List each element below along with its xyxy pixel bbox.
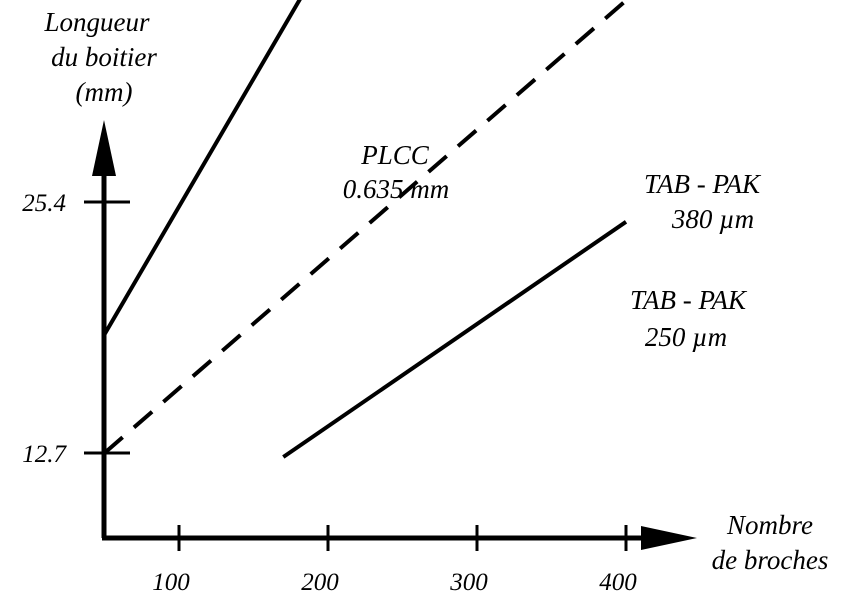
y-tick-label: 25.4 bbox=[22, 190, 66, 217]
series-line-2 bbox=[282, 220, 628, 459]
y-axis-title-line1: Longueur bbox=[43, 7, 150, 37]
x-ticks: 100 200 300 400 bbox=[152, 525, 637, 596]
series-line-0 bbox=[102, 0, 302, 336]
y-axis-title-line2: du boitier bbox=[51, 42, 157, 72]
x-tick-label: 400 bbox=[599, 569, 637, 596]
series-label-tab250-line2: 250 µm bbox=[645, 322, 727, 352]
series-lines bbox=[102, 0, 628, 459]
x-tick-label: 200 bbox=[301, 569, 339, 596]
x-axis-title-line2: de broches bbox=[712, 545, 829, 575]
series-label-plcc-line1: PLCC bbox=[360, 140, 430, 170]
y-tick-label: 12.7 bbox=[22, 441, 67, 468]
x-axis-arrow-icon bbox=[641, 526, 697, 550]
y-ticks: 12.725.438.1 bbox=[22, 190, 130, 468]
x-axis-title-line1: Nombre bbox=[726, 510, 813, 540]
series-line-1 bbox=[103, 0, 628, 455]
x-tick-label: 100 bbox=[152, 569, 190, 596]
series-label-tab380-line1: TAB - PAK bbox=[644, 169, 762, 199]
series-label-tab380-line2: 380 µm bbox=[671, 204, 754, 234]
y-axis-title-line3: (mm) bbox=[76, 77, 133, 107]
x-tick-label: 300 bbox=[449, 569, 488, 596]
y-axis-arrow-icon bbox=[92, 120, 116, 176]
series-label-tab250-line1: TAB - PAK bbox=[630, 285, 748, 315]
series-label-plcc-line2: 0.635 mm bbox=[343, 174, 450, 204]
